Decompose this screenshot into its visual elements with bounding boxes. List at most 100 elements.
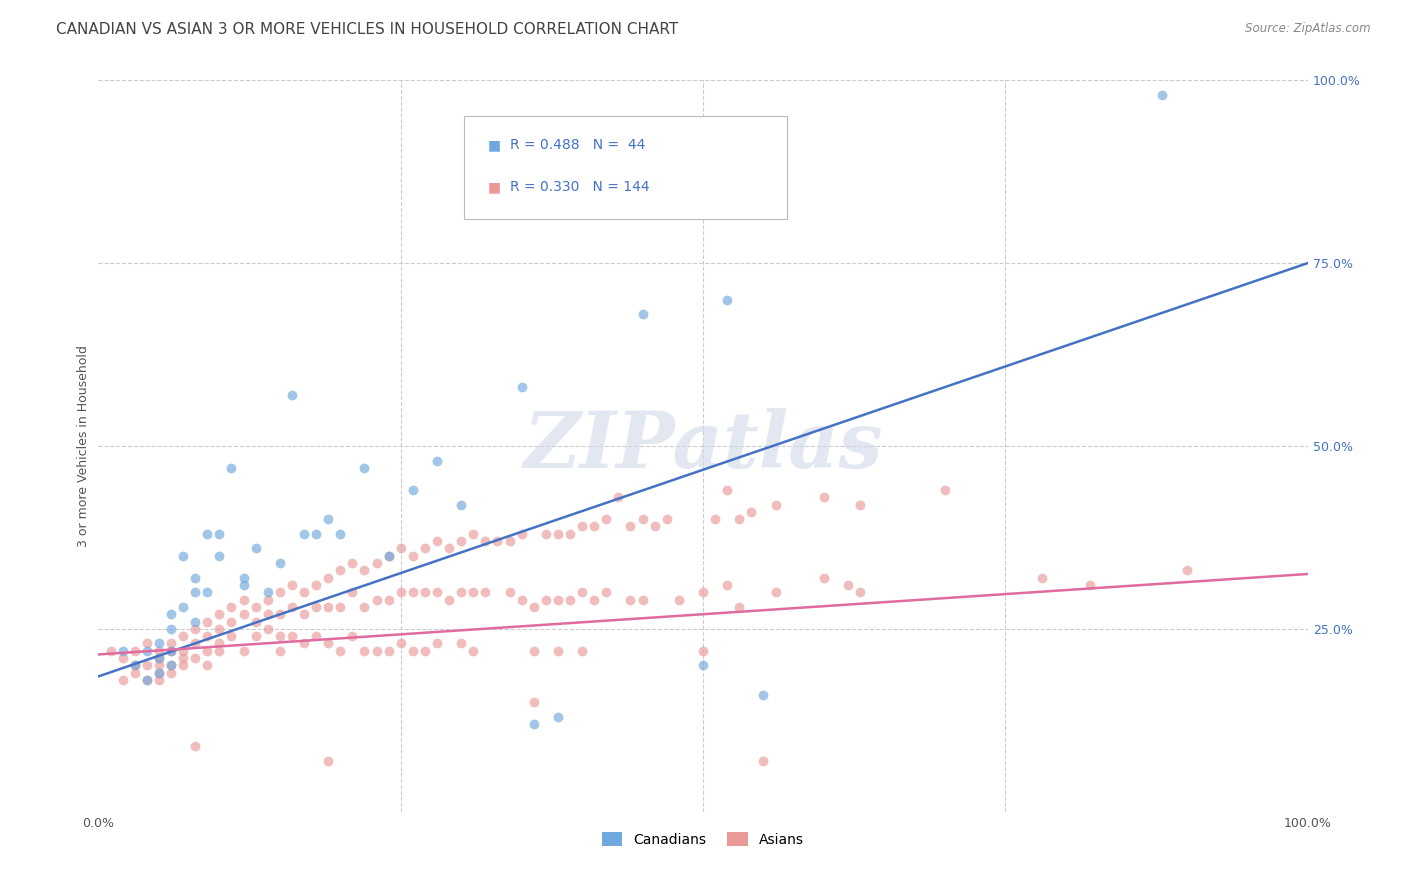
Point — [389, 541, 412, 556]
Point — [498, 534, 520, 549]
Point — [849, 585, 872, 599]
Point — [463, 526, 485, 541]
Point — [316, 571, 339, 585]
Point — [523, 644, 546, 658]
Point — [124, 665, 146, 680]
Legend: Canadians, Asians: Canadians, Asians — [596, 826, 810, 853]
Point — [728, 512, 751, 526]
Point — [402, 549, 425, 563]
Point — [269, 585, 291, 599]
Point — [148, 665, 170, 680]
Point — [172, 629, 194, 643]
Point — [426, 636, 449, 650]
Point — [172, 549, 194, 563]
Point — [752, 754, 775, 768]
Point — [160, 607, 183, 622]
Point — [316, 512, 339, 526]
Point — [692, 644, 714, 658]
Point — [342, 585, 364, 599]
Point — [402, 483, 425, 497]
Point — [934, 483, 956, 497]
Point — [245, 599, 267, 614]
Point — [172, 644, 194, 658]
Text: ■: ■ — [488, 138, 501, 153]
Point — [668, 592, 690, 607]
Point — [1078, 578, 1101, 592]
Text: ZIPatlas: ZIPatlas — [523, 408, 883, 484]
Point — [160, 665, 183, 680]
Point — [342, 556, 364, 570]
Point — [135, 636, 157, 650]
Point — [232, 571, 254, 585]
Point — [547, 526, 569, 541]
Point — [377, 549, 399, 563]
Point — [160, 636, 183, 650]
Point — [437, 541, 460, 556]
Point — [245, 629, 267, 643]
Point — [1152, 87, 1174, 102]
Point — [269, 644, 291, 658]
Point — [329, 526, 352, 541]
Point — [184, 636, 207, 650]
Point — [195, 526, 218, 541]
Point — [534, 526, 557, 541]
Point — [523, 599, 546, 614]
Point — [619, 592, 641, 607]
Point — [426, 453, 449, 467]
Text: Source: ZipAtlas.com: Source: ZipAtlas.com — [1246, 22, 1371, 36]
Point — [607, 490, 630, 504]
Point — [100, 644, 122, 658]
Point — [148, 651, 170, 665]
Point — [305, 526, 328, 541]
Point — [184, 571, 207, 585]
Point — [221, 461, 243, 475]
Point — [547, 709, 569, 723]
Point — [353, 461, 375, 475]
Point — [547, 644, 569, 658]
Point — [111, 644, 134, 658]
Point — [692, 585, 714, 599]
Point — [208, 644, 231, 658]
Point — [232, 644, 254, 658]
Point — [450, 534, 472, 549]
Point — [692, 658, 714, 673]
Text: CANADIAN VS ASIAN 3 OR MORE VEHICLES IN HOUSEHOLD CORRELATION CHART: CANADIAN VS ASIAN 3 OR MORE VEHICLES IN … — [56, 22, 679, 37]
Point — [342, 629, 364, 643]
Point — [813, 571, 835, 585]
Point — [353, 563, 375, 577]
Point — [184, 739, 207, 753]
Point — [208, 526, 231, 541]
Point — [208, 636, 231, 650]
Point — [305, 599, 328, 614]
Point — [148, 665, 170, 680]
Point — [160, 644, 183, 658]
Point — [316, 636, 339, 650]
Point — [644, 519, 666, 533]
Point — [583, 592, 606, 607]
Point — [752, 688, 775, 702]
Point — [765, 498, 787, 512]
Point — [583, 519, 606, 533]
Point — [571, 519, 593, 533]
Point — [232, 592, 254, 607]
Point — [474, 585, 496, 599]
Point — [765, 585, 787, 599]
Point — [221, 599, 243, 614]
Point — [184, 622, 207, 636]
Point — [716, 293, 738, 307]
Point — [631, 307, 654, 321]
Point — [281, 578, 304, 592]
Point — [195, 615, 218, 629]
Point — [463, 644, 485, 658]
Point — [124, 644, 146, 658]
Point — [704, 512, 727, 526]
Point — [631, 512, 654, 526]
Point — [172, 658, 194, 673]
Point — [716, 578, 738, 592]
Point — [1175, 563, 1198, 577]
Point — [523, 695, 546, 709]
Point — [329, 599, 352, 614]
Point — [148, 673, 170, 687]
Point — [426, 585, 449, 599]
Point — [195, 658, 218, 673]
